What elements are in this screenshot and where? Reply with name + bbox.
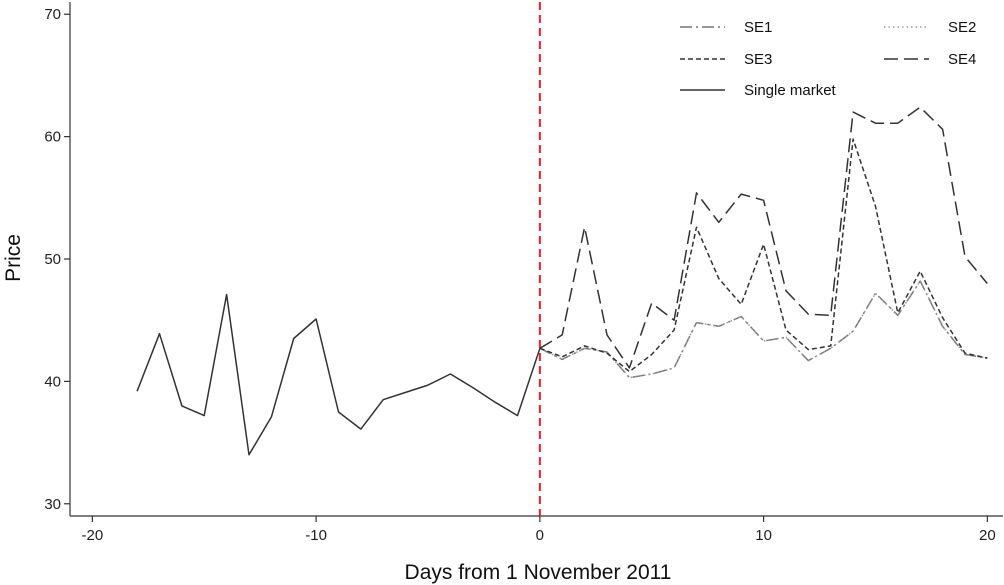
legend-label: SE1 (744, 19, 772, 36)
x-tick-label: -20 (82, 527, 104, 544)
legend-label: SE3 (744, 51, 772, 68)
series-line-se2 (539, 280, 988, 379)
legend-label: SE2 (948, 19, 976, 36)
legend-label: SE4 (948, 51, 976, 68)
y-axis-title: Price (2, 234, 25, 282)
axes: 30 40 50 60 70 -20 -10 0 10 20 (44, 2, 1003, 544)
legend: SE1 SE2 SE3 SE4 Single market (680, 19, 976, 99)
y-tick-label: 60 (44, 129, 61, 146)
series-line-se1 (539, 280, 988, 379)
legend-label: Single market (744, 82, 837, 99)
series-line-se3 (539, 138, 988, 373)
series-line-se4 (539, 106, 988, 369)
x-tick-label: 0 (536, 527, 544, 544)
series-line-single-market (136, 293, 541, 456)
x-tick-label: -10 (305, 527, 327, 544)
y-tick-label: 50 (44, 251, 61, 268)
y-tick-label: 40 (44, 373, 61, 390)
x-axis-title: Days from 1 November 2011 (405, 561, 672, 584)
plot-area (136, 2, 988, 516)
x-tick-label: 20 (979, 527, 996, 544)
x-tick-label: 10 (755, 527, 772, 544)
y-tick-label: 70 (44, 6, 61, 23)
y-tick-label: 30 (44, 496, 61, 513)
